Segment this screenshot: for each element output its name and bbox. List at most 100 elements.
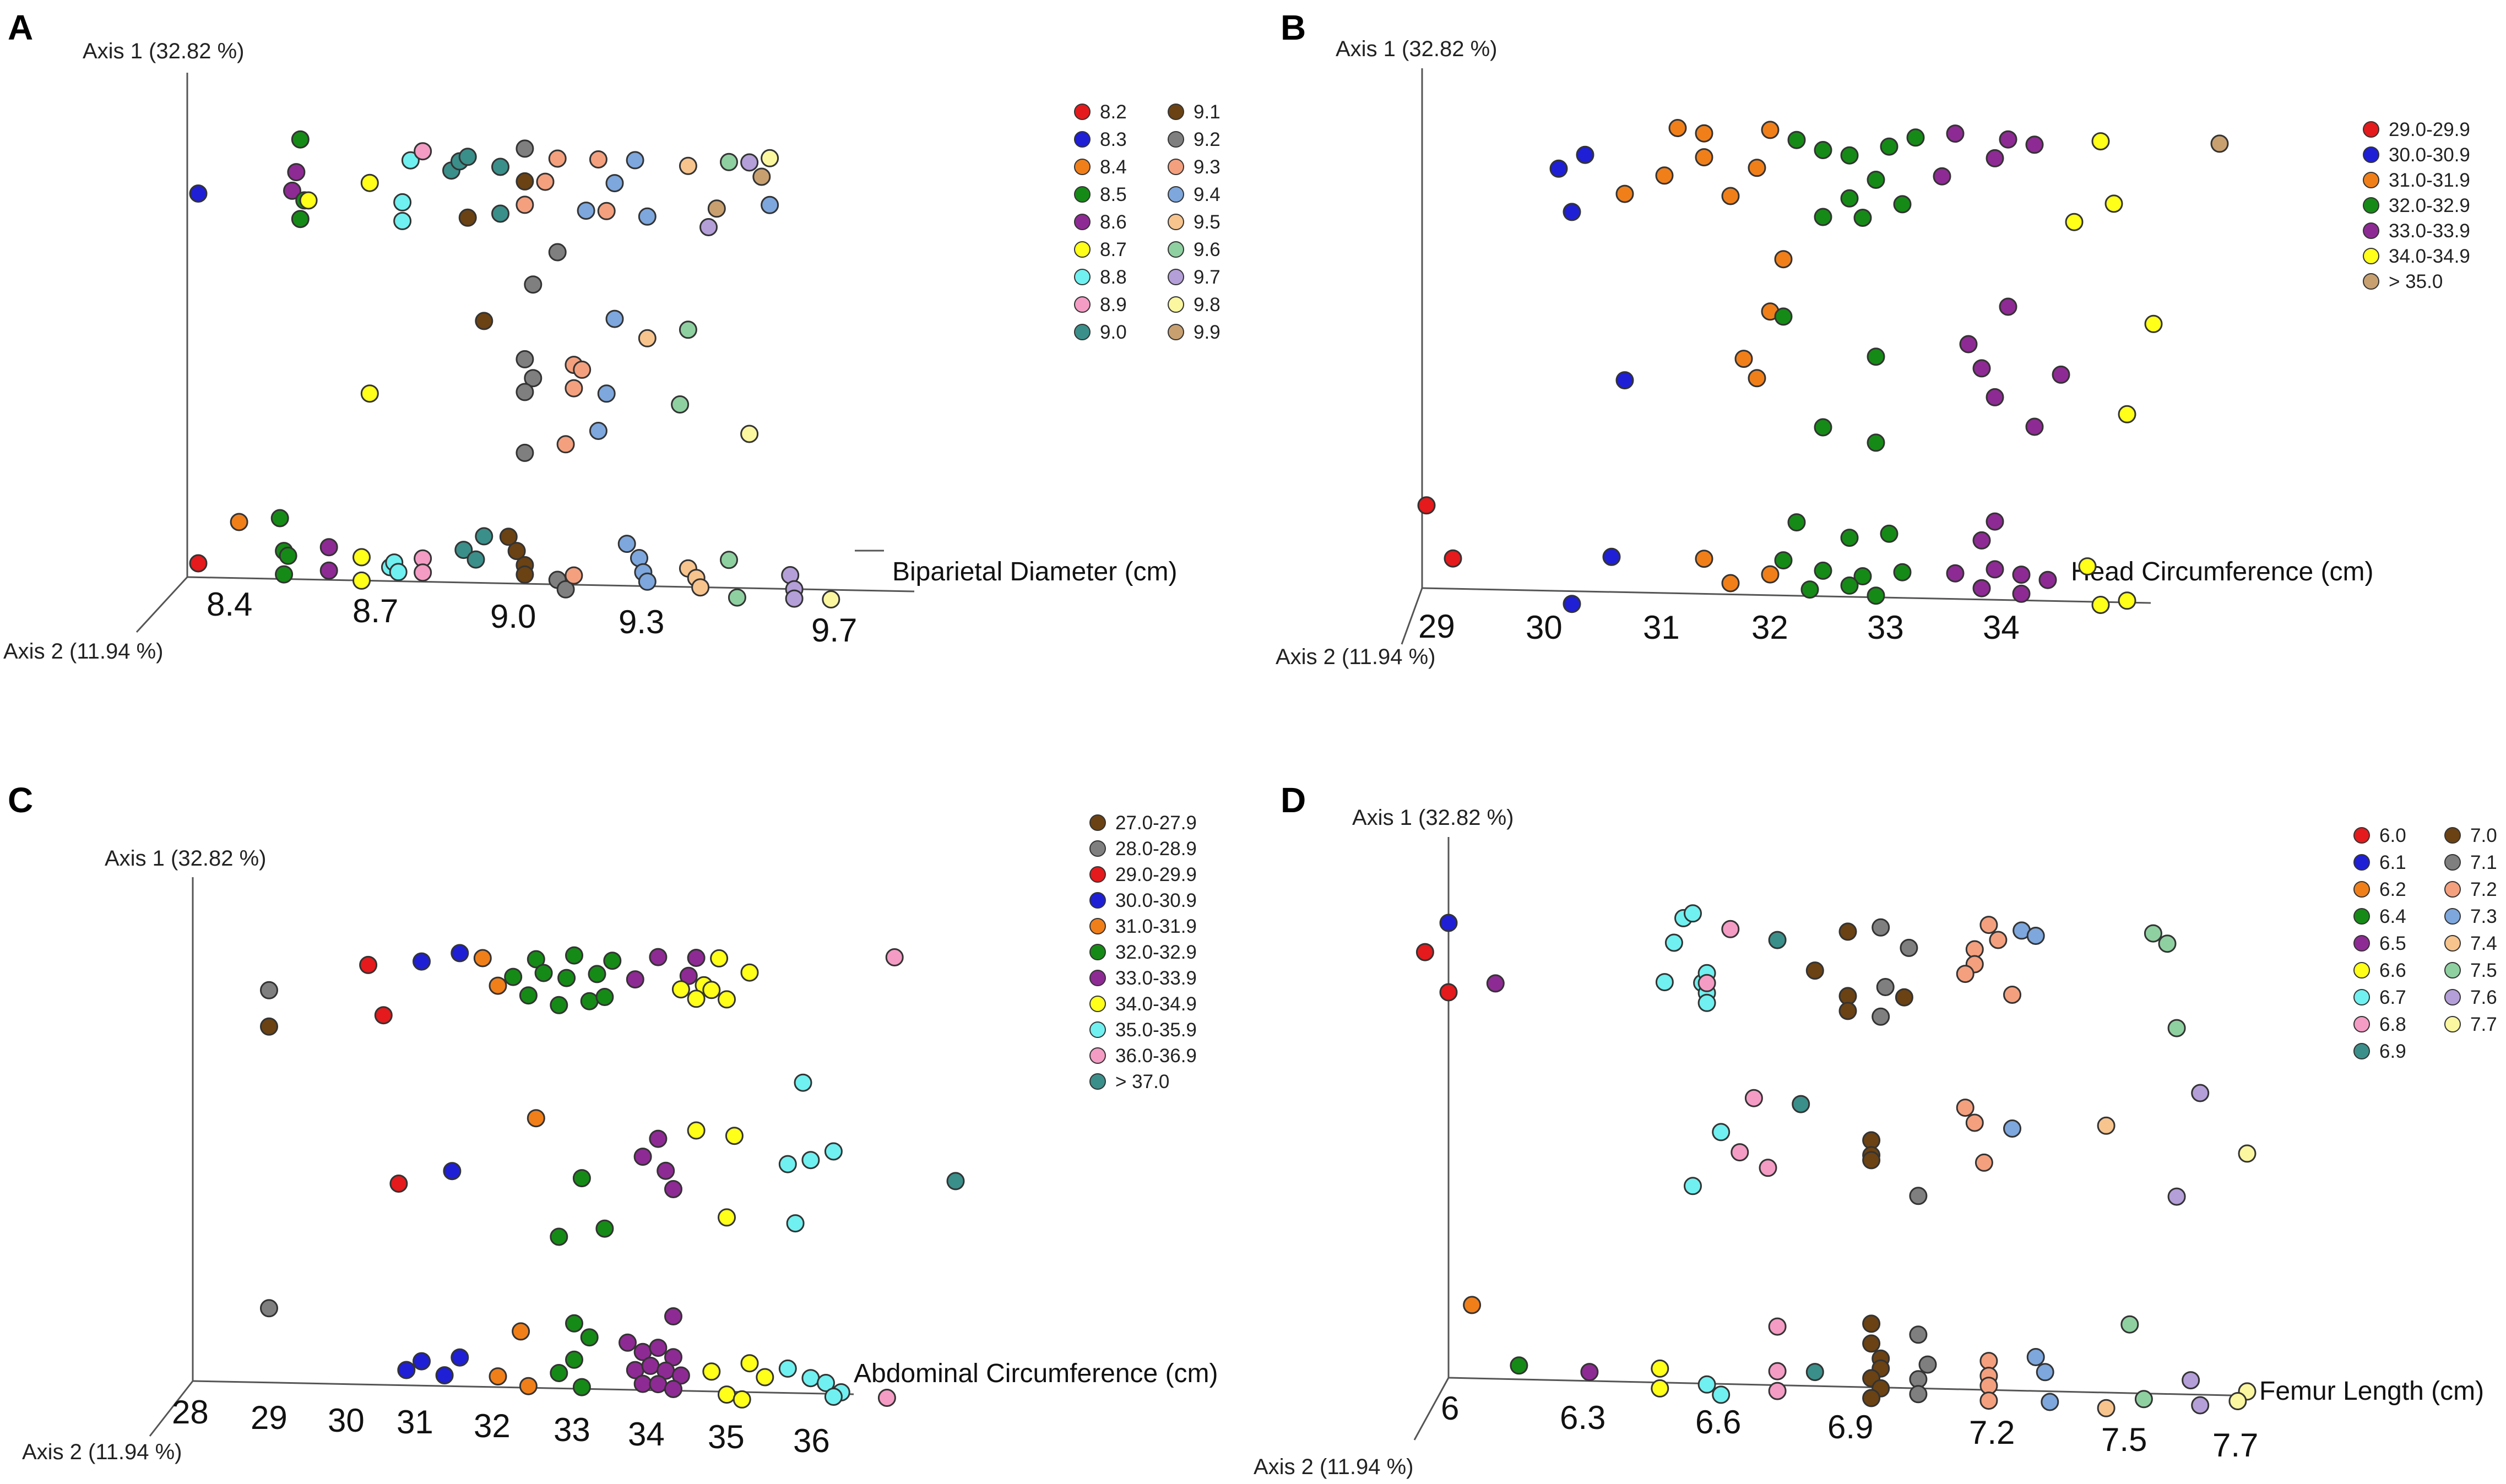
- panel-c: C Axis 1 (32.82 %) Axis 2 (11.94 %) Abdo…: [8, 780, 1218, 1464]
- data-point: [1989, 931, 2008, 949]
- data-point: [1774, 551, 1793, 570]
- axis2-line: [1413, 1377, 1450, 1440]
- data-point: [291, 130, 310, 149]
- data-point: [2144, 924, 2162, 943]
- data-point: [1748, 369, 1766, 388]
- scatter-points: [260, 944, 965, 1409]
- data-point: [597, 384, 616, 403]
- data-point: [605, 309, 624, 328]
- data-point: [1999, 130, 2017, 149]
- data-point: [260, 1299, 278, 1318]
- x-tick: 7.7: [2212, 1427, 2258, 1464]
- data-point: [671, 395, 690, 414]
- data-point: [1972, 531, 1991, 550]
- data-point: [1787, 131, 1806, 149]
- data-point: [359, 955, 378, 974]
- data-point: [524, 369, 543, 388]
- data-point: [451, 1348, 469, 1367]
- data-point: [2012, 584, 2031, 603]
- data-point: [393, 211, 412, 230]
- data-point: [524, 275, 543, 294]
- data-point: [1651, 1379, 1669, 1398]
- legend-swatch: [1168, 159, 1184, 175]
- data-point: [360, 384, 379, 403]
- data-point: [519, 1377, 538, 1395]
- data-point: [527, 1109, 545, 1128]
- data-point: [556, 580, 575, 599]
- data-point: [1712, 1123, 1731, 1141]
- data-point: [2191, 1396, 2210, 1415]
- legend-label: 29.0-29.9: [2389, 119, 2470, 140]
- legend-label: 32.0-32.9: [1115, 942, 1197, 963]
- legend-label: 6.8: [2379, 1014, 2406, 1035]
- data-point: [2091, 596, 2110, 614]
- data-point: [1415, 943, 1434, 961]
- legend: 6.0 6.1 6.2 6.4 6.5 6.6 6.7 6.8 6.9 7.0 7.1 7.2 7.3 7…: [2353, 825, 2497, 1062]
- data-point: [752, 167, 771, 186]
- axis2-label: Axis 2 (11.94 %): [1276, 645, 1436, 669]
- data-point: [595, 988, 614, 1006]
- data-point: [413, 1352, 431, 1371]
- legend-swatch: [2363, 248, 2379, 264]
- x-tick: 31: [397, 1404, 433, 1440]
- legend-swatch: [2444, 1016, 2461, 1032]
- data-point: [435, 1366, 454, 1385]
- axis1-label: Axis 1 (32.82 %): [83, 39, 244, 63]
- legend-swatch: [2444, 962, 2461, 979]
- legend-swatch: [1089, 970, 1106, 986]
- data-point: [1814, 141, 1832, 159]
- data-point: [2238, 1144, 2257, 1163]
- panel-letter-a: A: [8, 8, 33, 47]
- data-point: [1695, 148, 1713, 167]
- data-point: [2118, 405, 2136, 423]
- data-point: [2078, 557, 2097, 576]
- data-point: [516, 565, 534, 584]
- x-tick: 29: [1418, 608, 1455, 645]
- legend-swatch: [1168, 131, 1184, 148]
- legend-label: 8.4: [1100, 156, 1127, 178]
- x-tick: 6: [1441, 1390, 1459, 1427]
- legend-label: 6.2: [2379, 879, 2406, 900]
- data-point: [1986, 512, 2004, 531]
- legend: 27.0-27.9 28.0-28.9 29.0-29.9 30.0-30.9 31.0…: [1089, 812, 1197, 1092]
- data-point: [1744, 1089, 1763, 1107]
- legend-label: 30.0-30.9: [2389, 144, 2470, 166]
- data-point: [1814, 208, 1832, 226]
- legend-swatch: [1074, 159, 1091, 175]
- data-point: [702, 981, 721, 999]
- data-point: [473, 949, 492, 967]
- data-point: [499, 528, 518, 546]
- data-point: [1840, 189, 1859, 208]
- data-point: [718, 990, 736, 1009]
- data-point: [2144, 314, 2163, 333]
- data-point: [2097, 1116, 2116, 1135]
- data-point: [1840, 146, 1859, 165]
- data-point: [2097, 1399, 2116, 1417]
- data-point: [565, 1314, 583, 1333]
- data-point: [641, 1356, 660, 1375]
- data-point: [1909, 1385, 1928, 1404]
- legend-swatch: [1074, 186, 1091, 203]
- data-point: [1774, 307, 1793, 326]
- data-point: [489, 1367, 507, 1386]
- legend-swatch: [2444, 935, 2461, 952]
- legend-label: 9.8: [1194, 294, 1221, 316]
- legend-swatch: [2363, 197, 2379, 214]
- data-point: [1979, 1391, 1998, 1410]
- data-point: [1695, 550, 1713, 568]
- data-point: [1684, 1177, 1702, 1195]
- legend-swatch: [1074, 324, 1091, 340]
- data-point: [603, 952, 622, 970]
- legend-swatch: [2353, 962, 2370, 979]
- data-point: [516, 139, 534, 158]
- data-point: [1862, 1334, 1881, 1353]
- data-point: [527, 950, 545, 969]
- data-point: [2167, 1187, 2186, 1206]
- legend-label: 34.0-34.9: [2389, 246, 2470, 267]
- data-point: [1651, 1359, 1669, 1378]
- legend-label: 7.6: [2470, 987, 2497, 1008]
- legend-swatch: [2444, 854, 2461, 871]
- data-point: [1918, 1355, 1937, 1374]
- data-point: [1615, 371, 1634, 390]
- legend-label: 7.0: [2470, 825, 2497, 846]
